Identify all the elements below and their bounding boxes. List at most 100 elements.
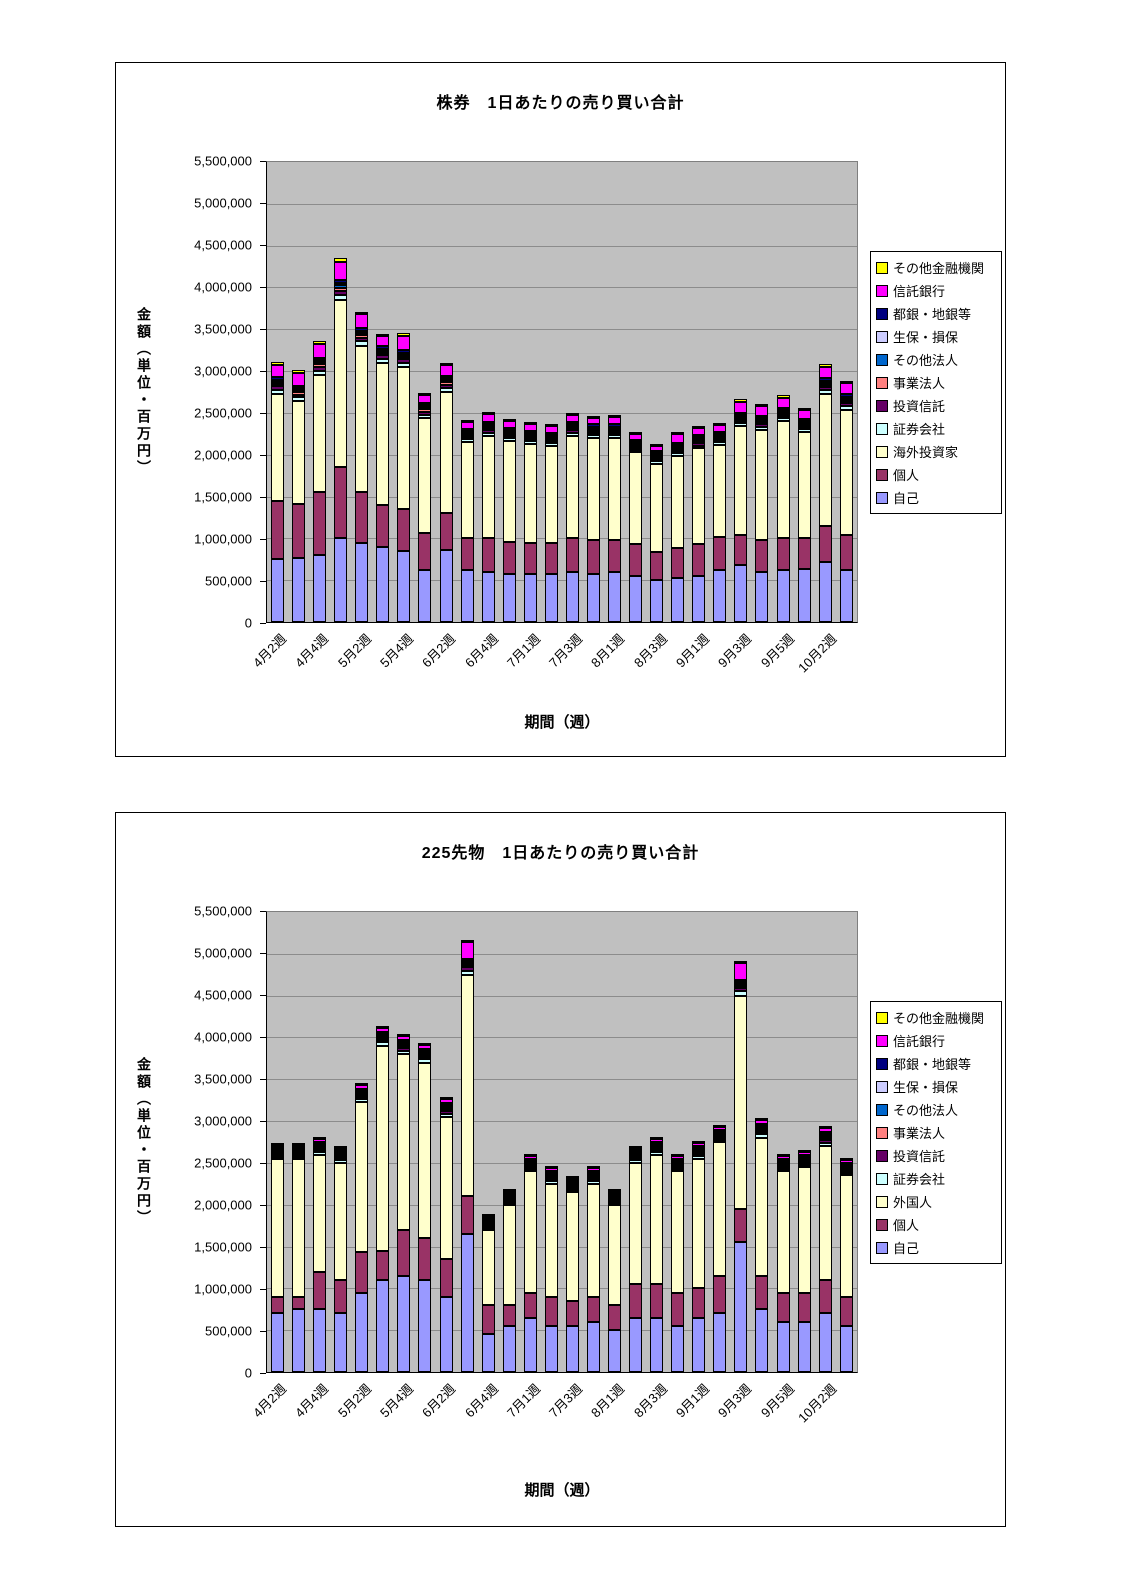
segment-証券会社 <box>776 418 790 422</box>
segment-証券会社 <box>418 414 432 418</box>
segment-自己 <box>418 1280 432 1372</box>
segment-個人 <box>397 509 411 551</box>
segment-都銀・地銀等 <box>439 375 453 379</box>
segment-事業法人 <box>376 1037 390 1040</box>
y-tick <box>260 539 266 540</box>
segment-投資信託 <box>671 451 685 454</box>
legend-swatch <box>876 1172 888 1185</box>
segment-事業法人 <box>481 1223 495 1226</box>
segment-個人 <box>418 1238 432 1280</box>
segment-その他法人 <box>713 1133 727 1136</box>
segment-自己 <box>671 577 685 622</box>
legend-item-その他金融機関: その他金融機関 <box>876 256 996 279</box>
segment-その他金融機関 <box>376 333 390 337</box>
segment-自己 <box>608 1330 622 1372</box>
segment-生保・損保 <box>692 437 706 440</box>
segment-個人 <box>797 537 811 570</box>
x-tick-label-text: 4月4週 <box>292 1381 332 1421</box>
bar <box>418 162 432 622</box>
segment-都銀・地銀等 <box>334 1150 348 1153</box>
segment-その他金融機関 <box>650 1137 664 1140</box>
segment-その他法人 <box>839 398 853 401</box>
segment-生保・損保 <box>629 441 643 444</box>
segment-信託銀行 <box>565 1178 579 1181</box>
segment-投資信託 <box>334 1158 348 1161</box>
segment-個人 <box>608 540 622 572</box>
segment-自己 <box>692 576 706 622</box>
legend-swatch <box>876 284 888 297</box>
segment-その他法人 <box>565 426 579 429</box>
bar <box>481 162 495 622</box>
segment-個人 <box>755 540 769 572</box>
segment-投資信託 <box>565 430 579 433</box>
segment-事業法人 <box>818 384 832 388</box>
segment-海外投資家 <box>818 393 832 526</box>
bar <box>839 162 853 622</box>
segment-証券会社 <box>755 1134 769 1138</box>
segment-事業法人 <box>629 445 643 448</box>
segment-証券会社 <box>565 1190 579 1193</box>
segment-都銀・地銀等 <box>418 403 432 406</box>
segment-個人 <box>671 547 685 578</box>
segment-事業法人 <box>713 438 727 441</box>
segment-海外投資家 <box>397 366 411 510</box>
segment-証券会社 <box>397 362 411 367</box>
segment-その他金融機関 <box>292 370 306 374</box>
x-tick-label-text: 5月4週 <box>376 1381 417 1421</box>
plot-area <box>266 911 858 1373</box>
segment-生保・損保 <box>797 420 811 423</box>
segment-その他法人 <box>271 1150 285 1153</box>
segment-自己 <box>544 573 558 622</box>
segment-海外投資家 <box>460 442 474 539</box>
segment-都銀・地銀等 <box>271 377 285 380</box>
bar <box>544 912 558 1372</box>
legend-label: その他法人 <box>893 353 959 368</box>
segment-その他金融機関 <box>565 1176 579 1179</box>
legend-item-海外投資家: 海外投資家 <box>876 440 996 463</box>
segment-投資信託 <box>713 1137 727 1140</box>
segment-信託銀行 <box>818 366 832 379</box>
y-tick-label: 0 <box>244 1365 252 1381</box>
legend-item-信託銀行: 信託銀行 <box>876 279 996 302</box>
segment-事業法人 <box>692 441 706 444</box>
segment-その他金融機関 <box>355 1083 369 1086</box>
bar <box>692 912 706 1372</box>
segment-個人 <box>650 551 664 581</box>
segment-投資信託 <box>818 1140 832 1143</box>
segment-自己 <box>313 1309 327 1372</box>
segment-事業法人 <box>755 1129 769 1132</box>
segment-その他法人 <box>376 350 390 353</box>
legend-item-都銀・地銀等: 都銀・地銀等 <box>876 302 996 325</box>
segment-その他法人 <box>334 285 348 288</box>
segment-事業法人 <box>397 1046 411 1049</box>
segment-生保・損保 <box>397 1042 411 1045</box>
segment-個人 <box>629 1284 643 1318</box>
segment-事業法人 <box>439 382 453 385</box>
segment-海外投資家 <box>523 443 537 543</box>
segment-自己 <box>839 570 853 622</box>
segment-海外投資家 <box>334 300 348 468</box>
bar <box>671 162 685 622</box>
y-tick-label: 500,000 <box>205 573 252 589</box>
segment-証券会社 <box>586 1181 600 1184</box>
segment-生保・損保 <box>418 1050 432 1053</box>
bar <box>523 912 537 1372</box>
legend-label: 事業法人 <box>893 1126 946 1141</box>
y-axis-title: 金額（単位・百万円） <box>134 161 154 623</box>
segment-その他法人 <box>734 984 748 987</box>
segment-自己 <box>292 1309 306 1372</box>
segment-生保・損保 <box>481 1219 495 1222</box>
legend-swatch <box>876 330 888 343</box>
segment-生保・損保 <box>418 405 432 408</box>
segment-生保・損保 <box>671 445 685 448</box>
y-tick <box>260 581 266 582</box>
segment-都銀・地銀等 <box>397 349 411 353</box>
segment-投資信託 <box>544 1179 558 1182</box>
segment-その他金融機関 <box>608 1188 622 1191</box>
segment-その他金融機関 <box>376 1025 390 1028</box>
segment-信託銀行 <box>376 336 390 347</box>
segment-証券会社 <box>481 432 495 436</box>
y-axis-ticks <box>260 161 266 624</box>
y-tick <box>260 1289 266 1290</box>
segment-その他法人 <box>481 1221 495 1224</box>
